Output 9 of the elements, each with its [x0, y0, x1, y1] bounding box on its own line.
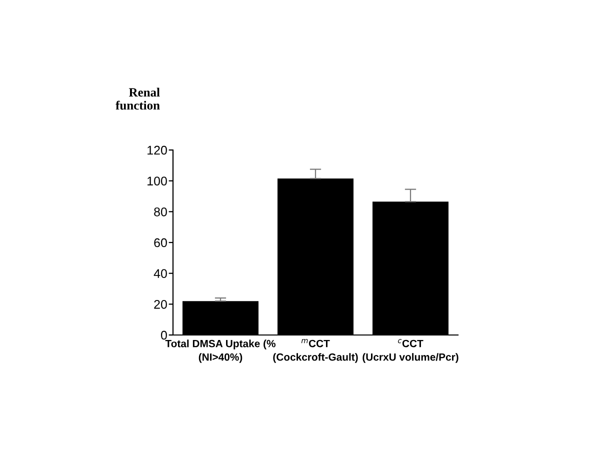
y-tick-label: 60 [154, 238, 167, 248]
x-tick-label: $^{c}$CCT (UcrxU volume/Pcr) [362, 339, 458, 363]
y-tick-label: 20 [154, 300, 167, 309]
y-tick-label: 80 [154, 207, 167, 216]
y-tick-label: 120 [148, 146, 167, 155]
y-tick-label: 40 [154, 269, 167, 278]
y-axis-title: Renal function [116, 88, 160, 110]
y-tick-label: 100 [148, 176, 167, 186]
y-tick-label: 0 [160, 330, 167, 340]
